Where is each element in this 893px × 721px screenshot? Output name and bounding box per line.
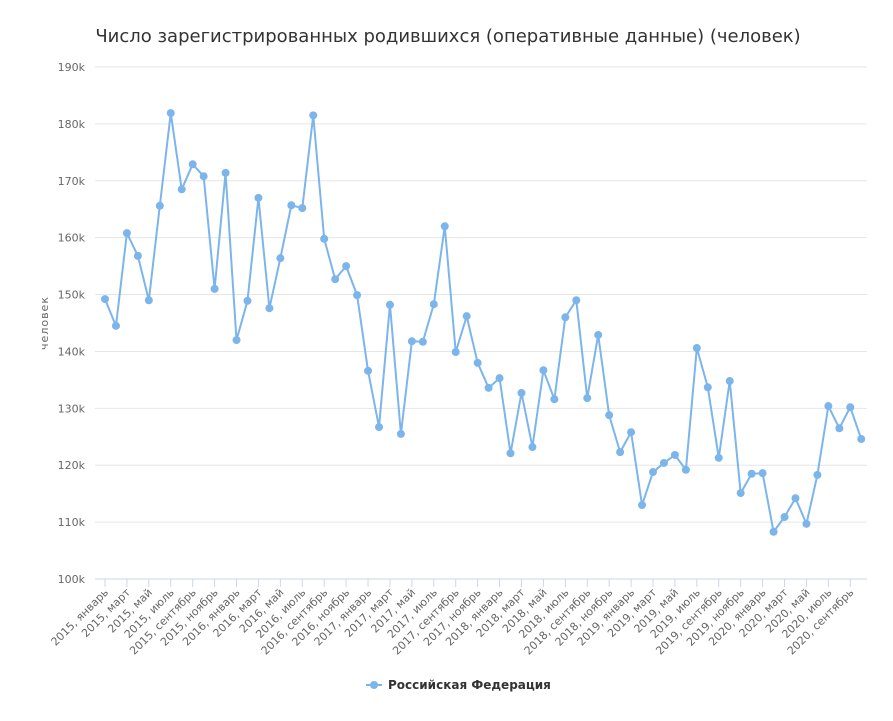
data-point[interactable] bbox=[385, 300, 394, 309]
legend-marker bbox=[370, 681, 378, 689]
data-point[interactable] bbox=[320, 234, 329, 243]
data-point[interactable] bbox=[791, 494, 800, 503]
data-point[interactable] bbox=[780, 512, 789, 521]
legend[interactable]: Российская Федерация bbox=[366, 678, 551, 692]
data-point[interactable] bbox=[342, 262, 351, 271]
data-point[interactable] bbox=[627, 428, 636, 437]
data-point[interactable] bbox=[605, 411, 614, 420]
data-point[interactable] bbox=[495, 374, 504, 383]
data-point[interactable] bbox=[440, 222, 449, 231]
data-point[interactable] bbox=[221, 168, 230, 177]
y-axis: 100k 110k 120k 130k 140k 150k 160k 170k 180k 190k bbox=[58, 61, 86, 586]
data-point[interactable] bbox=[418, 337, 427, 346]
data-point[interactable] bbox=[692, 344, 701, 353]
y-tick-label: 130k bbox=[58, 402, 86, 415]
chart-title: Число зарегистрированных родившихся (опе… bbox=[95, 26, 800, 47]
data-point[interactable] bbox=[473, 358, 482, 367]
data-point[interactable] bbox=[802, 519, 811, 528]
data-point[interactable] bbox=[813, 470, 822, 479]
data-point[interactable] bbox=[451, 348, 460, 357]
data-point[interactable] bbox=[111, 321, 120, 330]
data-point[interactable] bbox=[364, 366, 373, 375]
data-point[interactable] bbox=[122, 229, 131, 238]
data-point[interactable] bbox=[133, 251, 142, 260]
data-point[interactable] bbox=[769, 527, 778, 536]
data-point[interactable] bbox=[375, 423, 383, 432]
data-point[interactable] bbox=[725, 377, 734, 386]
data-point[interactable] bbox=[670, 450, 679, 459]
data-point[interactable] bbox=[166, 109, 175, 118]
data-point[interactable] bbox=[396, 429, 405, 438]
data-point[interactable] bbox=[824, 402, 833, 411]
data-point[interactable] bbox=[638, 501, 647, 510]
grid bbox=[95, 66, 867, 580]
data-point[interactable] bbox=[484, 383, 493, 392]
data-point[interactable] bbox=[243, 296, 252, 305]
data-point[interactable] bbox=[583, 394, 592, 403]
data-point[interactable] bbox=[144, 296, 153, 305]
data-point[interactable] bbox=[331, 275, 340, 284]
data-point[interactable] bbox=[659, 458, 668, 467]
data-point[interactable] bbox=[210, 284, 219, 293]
data-point[interactable] bbox=[857, 435, 866, 444]
legend-label: Российская Федерация bbox=[388, 678, 551, 692]
data-point[interactable] bbox=[254, 193, 263, 202]
y-tick-label: 190k bbox=[58, 61, 86, 74]
data-point[interactable] bbox=[506, 449, 515, 458]
y-axis-label: человек bbox=[38, 296, 51, 350]
data-point[interactable] bbox=[353, 291, 362, 300]
data-point[interactable] bbox=[188, 160, 197, 169]
data-point[interactable] bbox=[407, 337, 416, 346]
data-point[interactable] bbox=[265, 304, 274, 313]
data-point[interactable] bbox=[177, 185, 186, 194]
data-point[interactable] bbox=[681, 465, 690, 474]
data-point[interactable] bbox=[703, 383, 712, 392]
data-point[interactable] bbox=[101, 295, 109, 304]
series-russia bbox=[101, 109, 866, 536]
data-point[interactable] bbox=[572, 296, 581, 305]
y-tick-label: 150k bbox=[58, 289, 86, 302]
data-point[interactable] bbox=[714, 453, 723, 462]
data-point[interactable] bbox=[594, 330, 603, 339]
data-point[interactable] bbox=[758, 469, 767, 478]
data-point[interactable] bbox=[155, 201, 164, 210]
data-point[interactable] bbox=[517, 388, 526, 397]
data-point[interactable] bbox=[528, 443, 537, 452]
data-point[interactable] bbox=[309, 111, 318, 120]
y-tick-label: 160k bbox=[58, 232, 86, 245]
y-tick-label: 100k bbox=[58, 573, 86, 586]
data-point[interactable] bbox=[616, 448, 625, 457]
y-tick-label: 170k bbox=[58, 175, 86, 188]
data-point[interactable] bbox=[462, 312, 471, 321]
y-tick-label: 110k bbox=[58, 516, 86, 529]
data-point[interactable] bbox=[561, 313, 570, 322]
data-point[interactable] bbox=[846, 403, 855, 412]
series-line bbox=[104, 112, 863, 533]
data-point[interactable] bbox=[199, 172, 208, 181]
data-point[interactable] bbox=[835, 424, 844, 433]
data-point[interactable] bbox=[429, 300, 438, 309]
data-point[interactable] bbox=[276, 254, 285, 263]
data-point[interactable] bbox=[287, 201, 296, 210]
y-tick-label: 120k bbox=[58, 459, 86, 472]
data-point[interactable] bbox=[298, 204, 307, 213]
data-point[interactable] bbox=[649, 468, 657, 477]
data-point[interactable] bbox=[736, 489, 745, 498]
data-point[interactable] bbox=[232, 336, 241, 345]
data-point[interactable] bbox=[539, 366, 548, 375]
y-tick-label: 180k bbox=[58, 118, 86, 131]
data-point[interactable] bbox=[550, 395, 559, 404]
data-point[interactable] bbox=[747, 469, 756, 478]
y-tick-label: 140k bbox=[58, 345, 86, 358]
